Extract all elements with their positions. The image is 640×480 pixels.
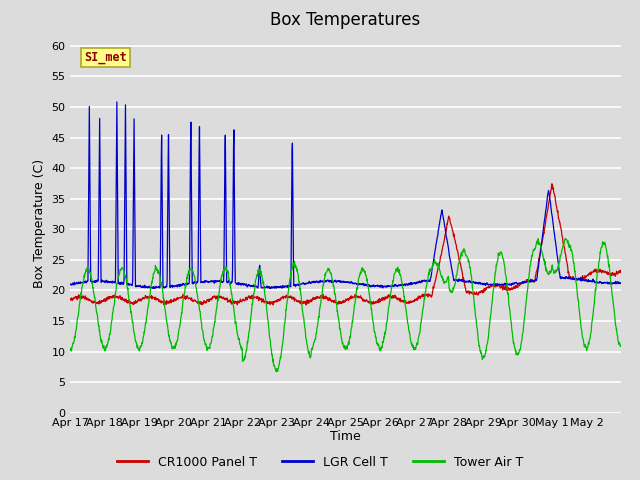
X-axis label: Time: Time (330, 431, 361, 444)
Text: SI_met: SI_met (84, 51, 127, 64)
Legend: CR1000 Panel T, LGR Cell T, Tower Air T: CR1000 Panel T, LGR Cell T, Tower Air T (111, 451, 529, 474)
Title: Box Temperatures: Box Temperatures (271, 11, 420, 29)
Y-axis label: Box Temperature (C): Box Temperature (C) (33, 158, 46, 288)
